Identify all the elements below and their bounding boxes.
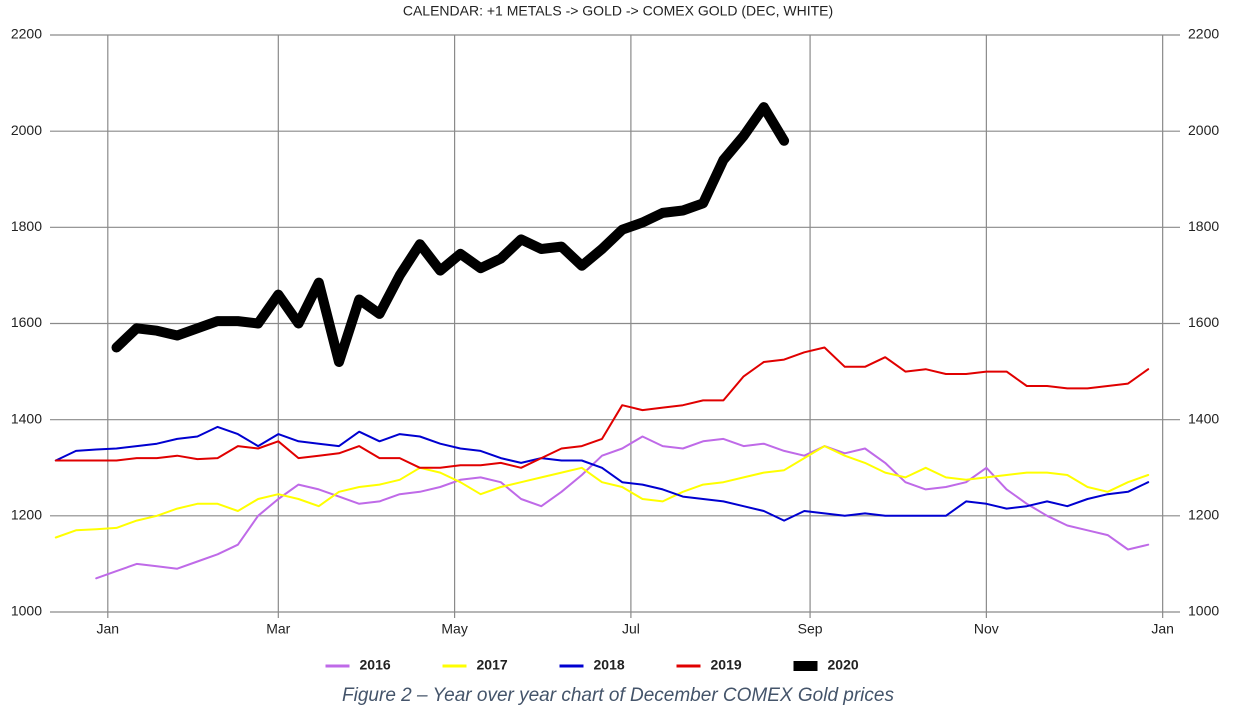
x-tick-label: Sep xyxy=(798,621,823,637)
y2-tick-label: 2000 xyxy=(1188,122,1219,138)
legend-label: 2017 xyxy=(477,657,508,673)
y2-tick-label: 1800 xyxy=(1188,218,1219,234)
y2-tick-label: 1400 xyxy=(1188,410,1219,426)
series-line xyxy=(111,102,790,367)
x-tick-label: Jul xyxy=(622,621,640,637)
x-tick-label: Nov xyxy=(974,621,999,637)
y-tick-label: 1000 xyxy=(11,603,42,619)
y-tick-label: 1400 xyxy=(11,410,42,426)
y-tick-label: 2000 xyxy=(11,122,42,138)
series-line xyxy=(95,435,1150,580)
x-tick-label: May xyxy=(441,621,467,637)
legend-label: 2019 xyxy=(711,657,742,673)
y2-tick-label: 1600 xyxy=(1188,314,1219,330)
legend-label: 2018 xyxy=(594,657,625,673)
y2-tick-label: 1200 xyxy=(1188,507,1219,523)
x-tick-label: Mar xyxy=(266,621,290,637)
y-tick-label: 1200 xyxy=(11,507,42,523)
y2-tick-label: 2200 xyxy=(1188,26,1219,42)
y2-tick-label: 1000 xyxy=(1188,603,1219,619)
y-tick-label: 1800 xyxy=(11,218,42,234)
series-line xyxy=(54,346,1150,469)
x-tick-label: Jan xyxy=(97,621,120,637)
y-tick-label: 2200 xyxy=(11,26,42,42)
y-tick-label: 1600 xyxy=(11,314,42,330)
x-tick-label: Jan xyxy=(1151,621,1174,637)
series-line xyxy=(54,425,1150,522)
legend-label: 2020 xyxy=(828,657,859,673)
figure-caption: Figure 2 – Year over year chart of Decem… xyxy=(342,685,894,706)
series-line xyxy=(54,445,1150,539)
chart-title: CALENDAR: +1 METALS -> GOLD -> COMEX GOL… xyxy=(403,3,833,19)
legend-label: 2016 xyxy=(360,657,391,673)
